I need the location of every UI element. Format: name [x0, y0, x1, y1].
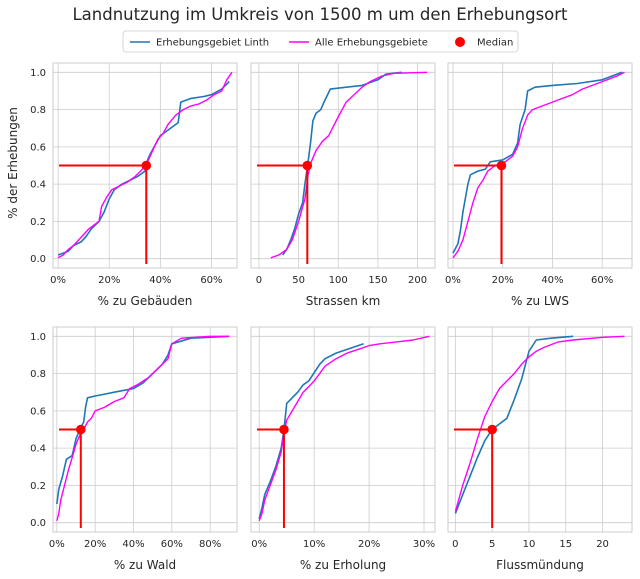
- median-marker: [141, 160, 152, 171]
- y-tick-label: 0.4: [30, 180, 46, 191]
- x-tick-label: 60%: [200, 275, 222, 286]
- x-tick-label: 100: [329, 275, 348, 286]
- panel-2: 0 50 100 150 200 Strassen km: [250, 62, 436, 308]
- y-tick-label: 0.8: [30, 105, 46, 116]
- y-tick-label: 0.4: [30, 444, 46, 455]
- y-tick-label: 0.8: [30, 369, 46, 380]
- x-tick-label: 15: [559, 539, 572, 550]
- series-line-linth: [258, 343, 364, 520]
- x-axis-label: Flussmündung: [496, 558, 584, 572]
- series-line-alle: [258, 335, 430, 522]
- x-tick-label: 0%: [251, 539, 267, 550]
- legend-box: [122, 30, 519, 53]
- panel-3: 0% 20% 40% 60% % zu LWS: [445, 62, 633, 308]
- x-tick-label: 20: [596, 539, 609, 550]
- x-tick-label: 20%: [358, 539, 380, 550]
- y-tick-label: 0.6: [30, 142, 46, 153]
- panel-4: 0.0 0.2 0.4 0.6 0.8 1.0 0% 20% 40% 60% 80% % zu Wal…: [30, 326, 238, 572]
- panels: 0.0 0.2 0.4 0.6 0.8 1.0 0% 20% 40% 60% % zu Gebäud…: [30, 62, 633, 572]
- legend-marker-median: [455, 37, 465, 47]
- x-axis-label: % zu Erholung: [300, 558, 386, 572]
- legend: Erhebungsgebiet Linth Alle Erhebungsgebi…: [122, 30, 519, 53]
- y-tick-label: 0.0: [30, 518, 46, 529]
- series-line-alle: [270, 71, 428, 259]
- series-line-alle: [454, 335, 625, 512]
- x-tick-label: 10%: [303, 539, 325, 550]
- x-tick-label: 0%: [50, 275, 66, 286]
- median-marker: [496, 160, 507, 171]
- y-tick-label: 0.6: [30, 406, 46, 417]
- x-axis-label: Strassen km: [306, 294, 381, 308]
- x-axis-label: % zu Wald: [114, 558, 176, 572]
- panel-5: 0% 10% 20% 30% % zu Erholung: [250, 326, 436, 572]
- y-axis-label: % der Erhebungen: [6, 107, 20, 219]
- median-marker: [279, 424, 289, 435]
- y-tick-label: 0.0: [30, 254, 46, 265]
- median-marker: [302, 160, 313, 171]
- x-tick-label: 0%: [49, 539, 65, 550]
- x-tick-label: 20%: [84, 539, 106, 550]
- x-tick-label: 10: [523, 539, 536, 550]
- legend-label-linth: Erhebungsgebiet Linth: [156, 38, 269, 49]
- legend-label-alle: Alle Erhebungsgebiete: [315, 38, 428, 49]
- panel-6: 0 5 10 15 20 Flussmündung: [447, 326, 633, 572]
- series-line-alle: [56, 335, 230, 521]
- panel-1: 0.0 0.2 0.4 0.6 0.8 1.0 0% 20% 40% 60% % zu Gebäud…: [30, 62, 238, 308]
- x-tick-label: 40%: [122, 539, 144, 550]
- series-line-linth: [452, 71, 623, 254]
- x-tick-label: 60%: [591, 275, 613, 286]
- y-tick-label: 0.2: [30, 481, 46, 492]
- series-line-alle: [57, 71, 233, 259]
- x-tick-label: 40%: [541, 275, 563, 286]
- x-tick-label: 5: [489, 539, 495, 550]
- x-tick-label: 200: [408, 275, 427, 286]
- y-tick-label: 1.0: [30, 332, 46, 343]
- x-tick-label: 80%: [199, 539, 221, 550]
- x-tick-label: 0: [452, 539, 458, 550]
- x-tick-label: 50: [292, 275, 305, 286]
- y-tick-label: 0.2: [30, 217, 46, 228]
- series-line-linth: [454, 335, 574, 514]
- x-tick-label: 30%: [413, 539, 435, 550]
- median-marker: [487, 424, 497, 435]
- legend-label-median: Median: [477, 38, 513, 49]
- x-tick-label: 20%: [98, 275, 120, 286]
- median-marker: [75, 424, 86, 435]
- series-line-alle: [452, 71, 625, 259]
- x-axis-label: % zu Gebäuden: [98, 294, 193, 308]
- x-tick-label: 20%: [492, 275, 514, 286]
- series-line-linth: [57, 81, 230, 256]
- x-tick-label: 40%: [149, 275, 171, 286]
- chart-title: Landnutzung im Umkreis von 1500 m um den…: [72, 5, 568, 24]
- series-line-linth: [56, 335, 230, 505]
- x-axis-label: % zu LWS: [511, 294, 569, 308]
- x-tick-label: 150: [368, 275, 387, 286]
- x-tick-label: 0: [256, 275, 262, 286]
- series-line-linth: [282, 71, 402, 256]
- x-tick-label: 60%: [161, 539, 183, 550]
- x-tick-label: 0%: [445, 275, 461, 286]
- y-tick-label: 1.0: [30, 68, 46, 79]
